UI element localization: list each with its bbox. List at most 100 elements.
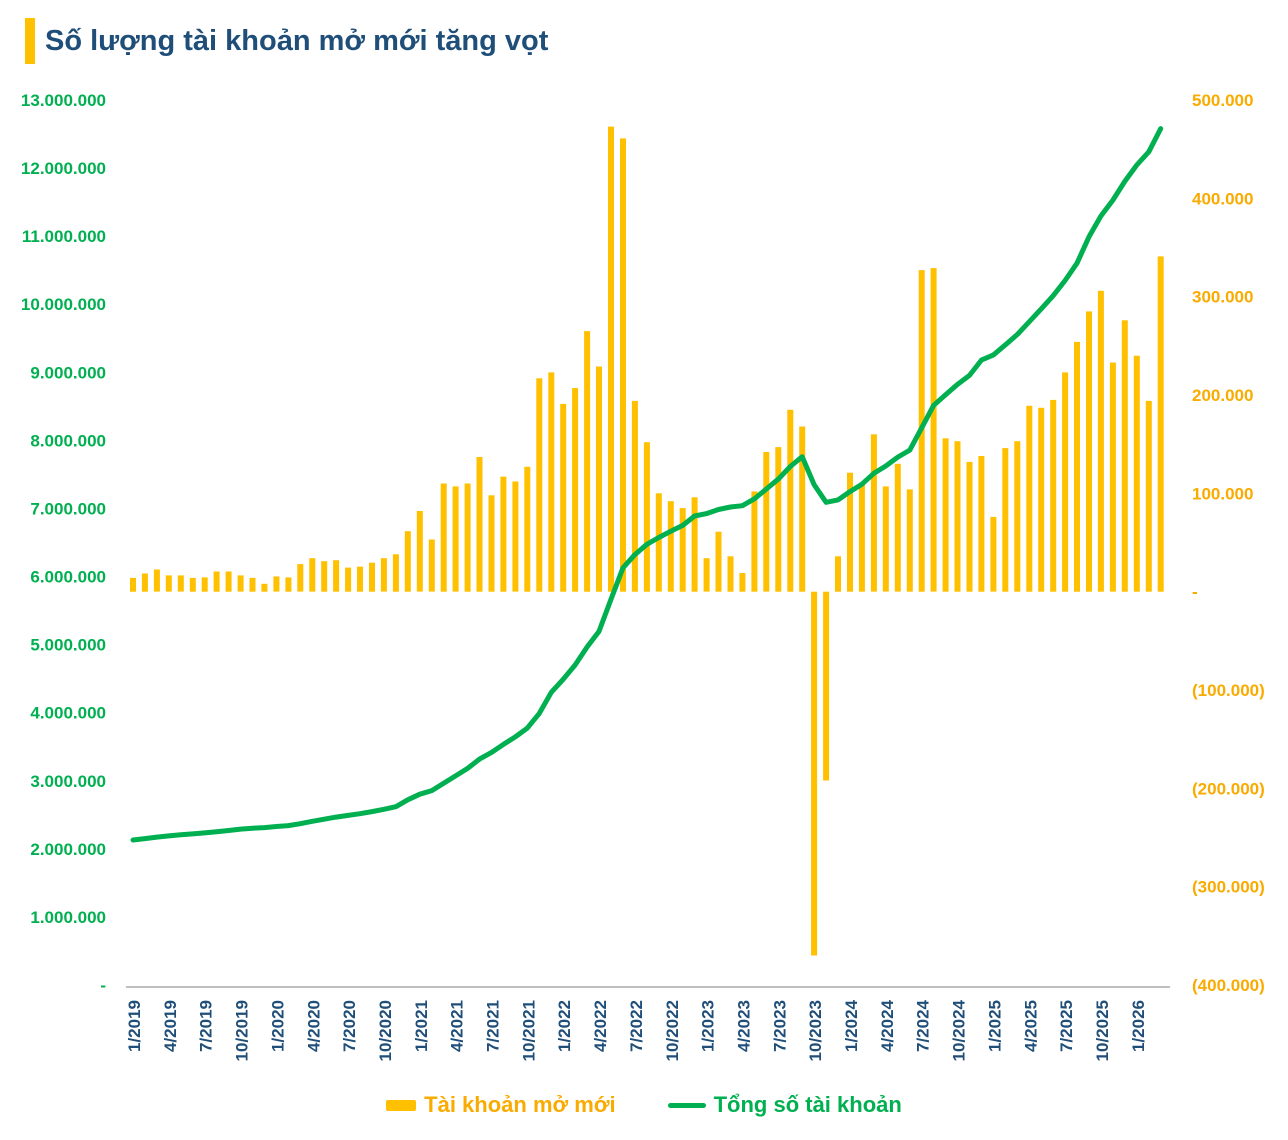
left-axis-label: 10.000.000 [21, 295, 106, 314]
bar [882, 486, 889, 592]
bar [727, 556, 734, 592]
bar [130, 577, 136, 592]
x-axis-label: 10/2022 [663, 1000, 682, 1061]
x-axis-label: 7/2023 [770, 1000, 789, 1052]
left-axis-label: 2.000.000 [30, 840, 106, 859]
bar [141, 573, 148, 592]
x-axis-label: 10/2019 [233, 1000, 252, 1061]
bar [1157, 256, 1164, 592]
left-axis-label: 1.000.000 [30, 908, 106, 927]
bar [524, 466, 531, 592]
x-axis-label: 1/2022 [555, 1000, 574, 1052]
line-series-swatch-icon [667, 1102, 706, 1108]
left-axis-label: 9.000.000 [30, 363, 106, 382]
left-axis-label: 3.000.000 [30, 772, 106, 791]
bar [1145, 400, 1152, 592]
x-axis-label: 10/2024 [950, 999, 969, 1061]
bar [1097, 290, 1104, 592]
bar [1062, 372, 1069, 592]
bar [715, 531, 722, 592]
bar [369, 562, 375, 592]
bar [309, 558, 316, 592]
bar [392, 554, 399, 592]
bar [775, 447, 782, 592]
bar [428, 539, 435, 592]
bar [452, 486, 459, 592]
bar [1074, 341, 1080, 592]
bar [966, 461, 973, 592]
x-axis-label: 7/2025 [1057, 1000, 1076, 1052]
x-axis-label: 4/2023 [734, 1000, 753, 1052]
bar [763, 452, 770, 592]
bar [345, 567, 352, 592]
x-axis-label: 1/2025 [985, 1000, 1004, 1052]
bar [1014, 441, 1021, 592]
bar [416, 511, 423, 592]
x-axis-label: 4/2021 [448, 1000, 467, 1052]
x-axis-label: 1/2024 [842, 999, 861, 1052]
bar [249, 577, 256, 592]
bar [153, 569, 160, 592]
right-axis-label: 200.000 [1192, 386, 1253, 405]
bar [297, 564, 304, 592]
bar [930, 268, 937, 592]
bar [357, 566, 363, 592]
x-axis-label: 4/2019 [161, 1000, 180, 1052]
x-axis-label: 10/2025 [1093, 1000, 1112, 1061]
x-axis-label: 1/2023 [699, 1000, 718, 1052]
x-axis-label: 7/2022 [627, 1000, 646, 1052]
right-axis-label: 500.000 [1192, 91, 1253, 110]
bar [201, 577, 208, 592]
bar [811, 591, 818, 956]
bar [560, 403, 567, 592]
x-axis-label: 4/2020 [304, 1000, 323, 1052]
left-axis-label: 11.000.000 [22, 227, 106, 246]
legend-item-line: Tổng số tài khoản [667, 1092, 902, 1118]
bar [273, 576, 280, 592]
right-axis-label: - [1192, 583, 1198, 602]
bar [213, 571, 220, 592]
bar [464, 483, 471, 592]
left-axis-label: 13.000.000 [21, 91, 106, 110]
bar [1038, 407, 1045, 592]
bar [404, 531, 411, 592]
bar [1050, 399, 1057, 592]
bar [620, 138, 626, 592]
x-axis-label: 7/2021 [484, 1000, 503, 1052]
bar [655, 493, 662, 592]
chart-legend: Tài khoản mở mới Tổng số tài khoản [0, 1092, 1288, 1118]
chart-header: Số lượng tài khoản mở mới tăng vọt [25, 18, 548, 64]
x-axis-label: 4/2022 [591, 1000, 610, 1052]
x-axis-label: 1/2019 [125, 1000, 144, 1052]
bar [990, 516, 997, 592]
title-accent-bar [25, 18, 35, 64]
bar [584, 331, 591, 592]
bar [1133, 355, 1140, 592]
bar [1026, 405, 1033, 592]
bar [321, 561, 328, 592]
left-axis-label: 6.000.000 [30, 568, 106, 587]
chart-title: Số lượng tài khoản mở mới tăng vọt [45, 24, 549, 57]
right-axis-label: 300.000 [1192, 288, 1253, 307]
bar [691, 497, 698, 592]
bar [488, 495, 495, 592]
left-axis-label: 12.000.000 [21, 159, 106, 178]
bar [189, 577, 196, 592]
right-axis-label: 100.000 [1192, 484, 1253, 503]
x-axis-label: 7/2019 [197, 1000, 216, 1052]
bar [1109, 362, 1116, 592]
bar [237, 575, 244, 592]
legend-label-bars: Tài khoản mở mới [424, 1092, 616, 1117]
bar [954, 441, 961, 592]
right-axis-label: (300.000) [1192, 878, 1265, 897]
bar [608, 126, 614, 592]
x-axis-label: 1/2026 [1129, 1000, 1148, 1052]
x-axis-label: 10/2021 [519, 1000, 538, 1061]
total-accounts-line [130, 126, 1164, 843]
x-axis-label: 1/2020 [268, 1000, 287, 1052]
bar [799, 426, 806, 592]
left-axis-label: 8.000.000 [30, 431, 106, 450]
bar [165, 575, 172, 592]
